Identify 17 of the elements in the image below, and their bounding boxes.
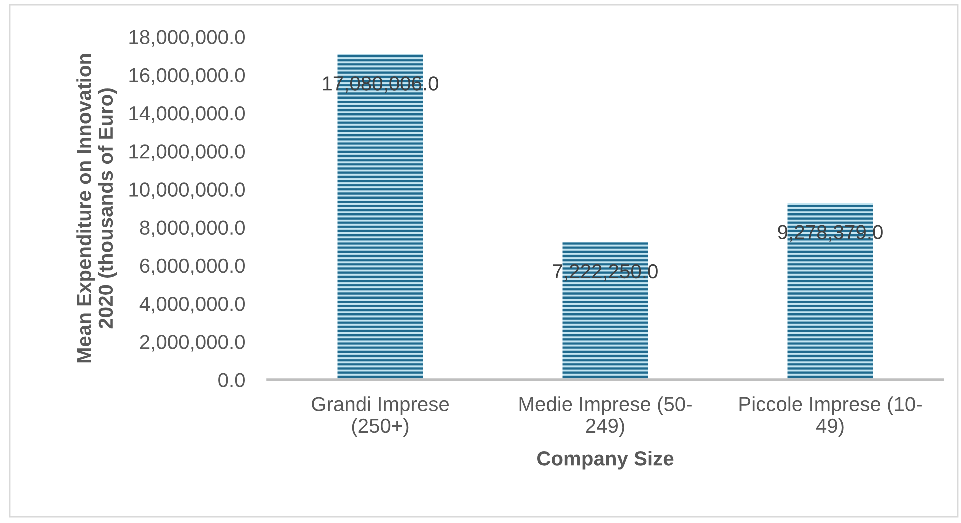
y-tick-label: 16,000,000.0 <box>130 68 245 85</box>
y-tick-label: 8,000,000.0 <box>140 220 245 238</box>
y-tick-label: 0.0 <box>218 373 245 388</box>
y-tick-label: 10,000,000.0 <box>130 182 245 200</box>
x-tick-label: Medie Imprese (50- 249) <box>520 396 692 438</box>
x-axis-title: Company Size <box>538 451 674 470</box>
y-axis-title: Mean Expenditure on Innovation 2020 (thousands of Euro) <box>76 54 118 363</box>
data-label: 7,222,250.0 <box>553 264 658 282</box>
y-tick-label: 18,000,000.0 <box>130 30 245 47</box>
x-tick-label: Piccole Imprese (10- 49) <box>740 396 922 438</box>
y-tick-label: 4,000,000.0 <box>140 297 245 314</box>
y-tick-label: 2,000,000.0 <box>140 335 245 352</box>
x-tick-label: Grandi Imprese (250+) <box>312 396 450 438</box>
y-tick-label: 6,000,000.0 <box>140 258 245 276</box>
y-tick-label: 12,000,000.0 <box>130 144 245 162</box>
data-label: 9,278,379.0 <box>778 225 883 242</box>
y-tick-label: 14,000,000.0 <box>130 106 245 124</box>
